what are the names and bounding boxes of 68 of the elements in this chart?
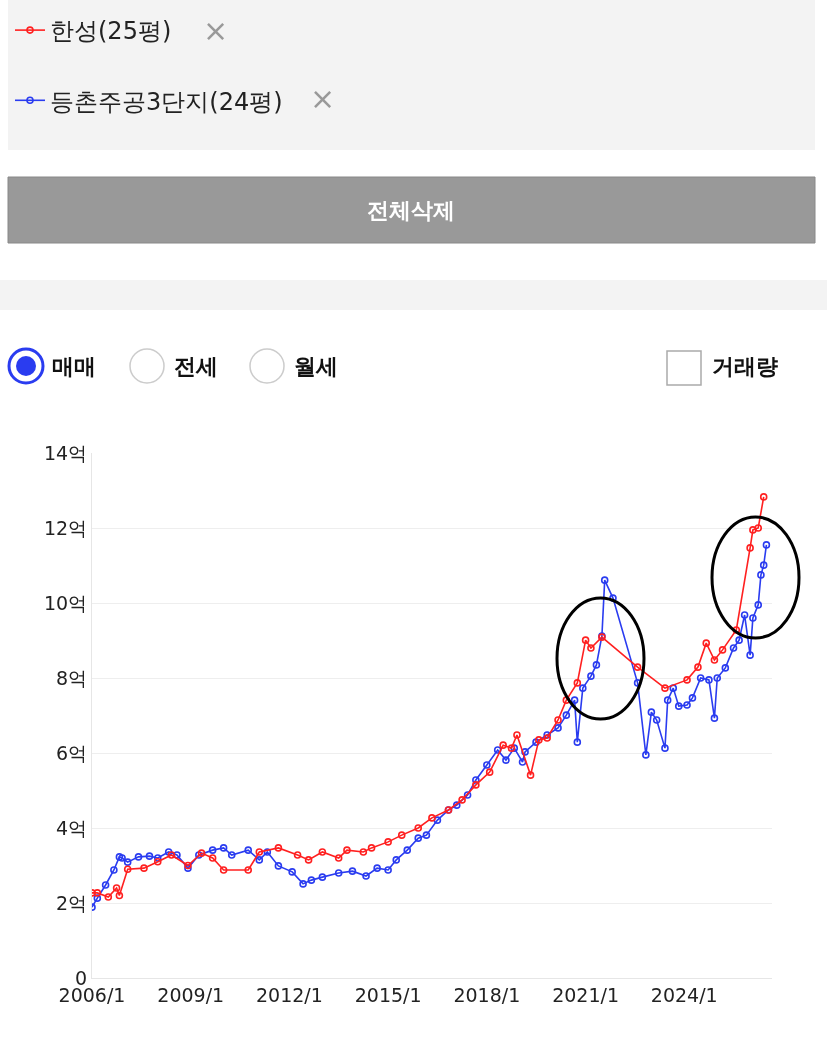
point — [633, 663, 642, 671]
text: 전체삭제 — [367, 198, 455, 223]
point — [93, 889, 102, 897]
y-tick-label: 0 — [75, 966, 88, 989]
text: 매매 — [52, 354, 96, 379]
point — [694, 663, 702, 671]
point — [304, 856, 313, 864]
y-tick-label: 12억 — [44, 516, 88, 539]
point — [153, 857, 162, 866]
point — [255, 848, 264, 856]
point — [367, 844, 376, 852]
point — [526, 771, 535, 779]
text: 전세 — [174, 354, 218, 379]
x-tick-label: 2015/1 — [354, 983, 422, 1006]
point — [710, 656, 719, 664]
point — [749, 526, 757, 534]
point — [513, 731, 521, 739]
point — [661, 684, 669, 692]
point — [732, 626, 741, 634]
point — [581, 636, 590, 644]
point — [334, 854, 343, 862]
point — [123, 865, 132, 874]
point — [683, 676, 691, 684]
point — [759, 493, 768, 501]
point — [208, 854, 217, 862]
point — [274, 844, 283, 852]
point — [384, 838, 392, 846]
point — [499, 741, 507, 749]
point — [140, 864, 148, 872]
text: 월세 — [294, 354, 338, 379]
text: 거래량 — [712, 354, 778, 379]
point — [104, 893, 113, 901]
point — [702, 639, 711, 647]
y-tick-label: 4억 — [56, 816, 88, 839]
x-tick-label: 2024/1 — [650, 983, 718, 1006]
y-tick-label: 2억 — [56, 891, 88, 914]
point — [428, 814, 436, 822]
point — [754, 524, 763, 532]
y-tick-label: 6억 — [56, 741, 88, 764]
x-tick-label: 2021/1 — [552, 983, 620, 1006]
point — [718, 646, 727, 654]
point — [219, 866, 228, 874]
point — [359, 848, 368, 856]
x-tick-label: 2018/1 — [453, 983, 521, 1006]
point — [343, 846, 351, 854]
point — [472, 781, 480, 789]
legend-label: 등촌주공3단지(24평) — [50, 87, 283, 116]
y-tick-label: 10억 — [44, 591, 88, 614]
point — [397, 831, 406, 839]
x-tick-label: 2009/1 — [157, 983, 225, 1006]
x-tick-label: 2012/1 — [255, 983, 323, 1006]
point — [293, 851, 302, 859]
point — [112, 884, 121, 892]
point — [115, 891, 124, 900]
point — [485, 768, 494, 776]
point — [244, 866, 253, 874]
point — [414, 824, 423, 832]
point — [458, 796, 466, 804]
point — [587, 644, 595, 652]
point — [573, 679, 582, 687]
point — [746, 544, 754, 552]
text: × — [310, 81, 336, 116]
y-tick-label: 8억 — [56, 666, 88, 689]
legend-label: 한성(25평) — [50, 17, 172, 46]
point — [554, 716, 562, 724]
point — [318, 848, 327, 856]
text: × — [203, 13, 229, 48]
y-tick-label: 14억 — [44, 441, 88, 464]
